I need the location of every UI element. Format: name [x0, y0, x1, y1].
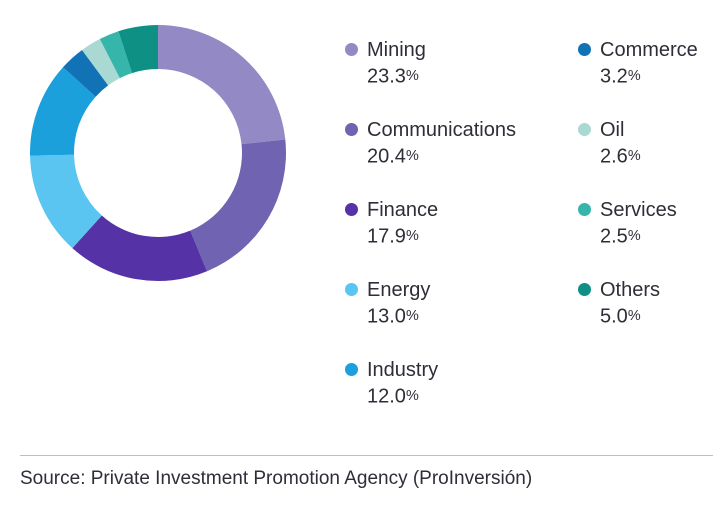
legend-label-commerce: Commerce [600, 39, 698, 61]
legend-value-energy: 13.0% [367, 305, 420, 328]
source-text: Source: Private Investment Promotion Age… [20, 468, 533, 489]
legend-label-others: Others [600, 279, 661, 301]
percent-sign: % [405, 308, 420, 324]
legend-column-left: Mining 23.3% Communications 20.4% Finance 17.… [345, 37, 516, 437]
legend-text-industry: Industry 12.0% [367, 357, 438, 410]
percent-sign: % [627, 308, 642, 324]
legend-item-finance: Finance 17.9% [345, 197, 516, 249]
legend-item-communications: Communications 20.4% [345, 117, 516, 169]
legend-value-services: 2.5% [600, 225, 642, 248]
legend-item-energy: Energy 13.0% [345, 277, 516, 329]
legend-label-services: Services [600, 199, 677, 221]
donut-segment-services [99, 31, 133, 79]
legend-value-communications: 20.4% [367, 145, 420, 168]
legend-value-industry: 12.0% [367, 385, 420, 408]
donut-segment-others [118, 25, 158, 74]
legend-item-others: Others 5.0% [578, 277, 698, 329]
legend-bullet-mining [345, 43, 358, 56]
legend-text-energy: Energy 13.0% [367, 277, 430, 330]
legend-text-communications: Communications 20.4% [367, 117, 516, 170]
legend-bullet-services [578, 203, 591, 216]
legend-text-commerce: Commerce 3.2% [600, 37, 698, 90]
legend-value-others: 5.0% [600, 305, 642, 328]
legend-item-industry: Industry 12.0% [345, 357, 516, 409]
legend-label-mining: Mining [367, 39, 426, 61]
legend-bullet-communications [345, 123, 358, 136]
legend-bullet-finance [345, 203, 358, 216]
percent-sign: % [627, 68, 642, 84]
percent-sign: % [405, 68, 420, 84]
percent-sign: % [627, 148, 642, 164]
legend-item-oil: Oil 2.6% [578, 117, 698, 169]
legend-text-others: Others 5.0% [600, 277, 660, 330]
legend-bullet-commerce [578, 43, 591, 56]
legend-bullet-industry [345, 363, 358, 376]
donut-segment-oil [82, 38, 120, 86]
donut-svg [30, 25, 286, 282]
donut-segment-industry [30, 67, 96, 156]
legend-bullet-energy [345, 283, 358, 296]
percent-sign: % [405, 148, 420, 164]
legend-value-commerce: 3.2% [600, 65, 642, 88]
legend-value-finance: 17.9% [367, 225, 420, 248]
legend-bullet-others [578, 283, 591, 296]
legend-label-industry: Industry [367, 359, 439, 381]
percent-sign: % [627, 228, 642, 244]
legend-text-mining: Mining 23.3% [367, 37, 426, 90]
legend-text-services: Services 2.5% [600, 197, 677, 250]
donut-segment-communications [190, 139, 286, 272]
legend-label-finance: Finance [367, 199, 439, 221]
legend-label-energy: Energy [367, 279, 431, 301]
donut-chart [29, 24, 287, 282]
percent-sign: % [405, 388, 420, 404]
source-divider-line [20, 455, 713, 456]
donut-segment-finance [72, 215, 208, 282]
legend-bullet-oil [578, 123, 591, 136]
legend-value-mining: 23.3% [367, 65, 420, 88]
donut-segment-energy [30, 154, 102, 249]
legend-label-oil: Oil [600, 119, 625, 141]
percent-sign: % [405, 228, 420, 244]
legend-text-oil: Oil 2.6% [600, 117, 641, 170]
legend-item-commerce: Commerce 3.2% [578, 37, 698, 89]
legend-item-mining: Mining 23.3% [345, 37, 516, 89]
donut-segment-commerce [62, 49, 109, 97]
donut-segment-mining [158, 25, 286, 145]
legend-column-right: Commerce 3.2% Oil 2.6% Services 2.5% Others 5.0… [578, 37, 698, 357]
legend-label-communications: Communications [367, 119, 516, 141]
legend-value-oil: 2.6% [600, 145, 642, 168]
legend-item-services: Services 2.5% [578, 197, 698, 249]
legend-text-finance: Finance 17.9% [367, 197, 438, 250]
